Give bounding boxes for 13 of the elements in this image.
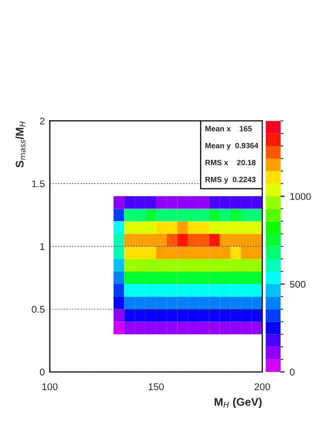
y-tick-label: 0.5	[32, 306, 45, 313]
x-axis-title: M$_{H}$ (GeV)	[214, 398, 262, 408]
y-tick-label: 1.5	[32, 180, 45, 188]
x-tick-label: 100	[42, 383, 58, 390]
color-bar-label: 500	[290, 280, 306, 288]
x-tick-label: 150	[148, 383, 164, 390]
y-tick-label: 2	[40, 118, 44, 124]
y-axis-title: S$_{mass}$/M$_{H}$	[15, 121, 26, 168]
y-tick-label: 1	[40, 243, 44, 250]
color-bar-label: 1000	[290, 193, 311, 200]
color-bar-label: 0	[290, 368, 295, 376]
y-tick-label: 0	[40, 368, 45, 376]
x-tick-label: 200	[254, 383, 270, 390]
